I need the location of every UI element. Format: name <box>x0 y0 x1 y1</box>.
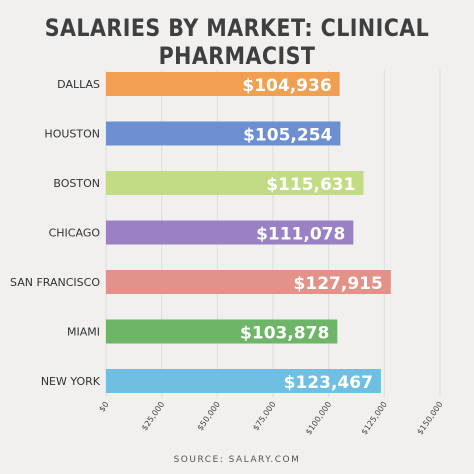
value-label: $115,631 <box>266 175 355 195</box>
bar <box>106 270 391 294</box>
x-tick-label: $100,000 <box>304 400 333 436</box>
category-label: CHICAGO <box>49 227 101 240</box>
x-tick-label: $75,000 <box>251 400 277 432</box>
bar <box>106 72 340 96</box>
value-label: $127,915 <box>294 274 383 294</box>
x-tick-label: $125,000 <box>360 400 389 436</box>
bar <box>106 369 381 393</box>
bar <box>106 171 364 195</box>
category-label: HOUSTON <box>44 128 100 141</box>
value-label: $123,467 <box>284 373 373 393</box>
value-label: $111,078 <box>256 225 345 245</box>
bar <box>106 319 338 344</box>
category-label: MIAMI <box>67 326 100 339</box>
x-tick-label: $0 <box>97 400 110 414</box>
bar <box>106 121 341 146</box>
x-tick-label: $150,000 <box>415 400 444 436</box>
value-label: $103,878 <box>240 324 329 344</box>
value-label: $105,254 <box>243 126 332 146</box>
category-label: BOSTON <box>53 177 100 190</box>
category-label: SAN FRANCISCO <box>10 276 100 289</box>
value-label: $104,936 <box>242 76 331 96</box>
category-label: NEW YORK <box>41 375 101 388</box>
source-note: SOURCE: SALARY.COM <box>173 455 301 465</box>
chart-title: SALARIES BY MARKET: CLINICAL PHARMACIST <box>44 14 430 70</box>
x-tick-label: $50,000 <box>196 400 222 432</box>
bar <box>106 220 354 245</box>
category-label: DALLAS <box>57 78 100 91</box>
x-tick-label: $25,000 <box>140 400 166 432</box>
